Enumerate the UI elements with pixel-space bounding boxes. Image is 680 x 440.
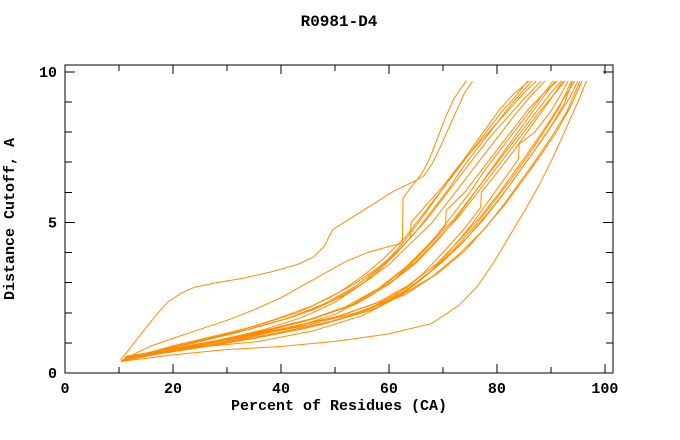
model-curve-model-03 [120,80,529,361]
x-tick-label: 40 [272,381,290,398]
x-tick-label: 0 [60,381,69,398]
x-axis-label: Percent of Residues (CA) [230,398,448,415]
y-tick-label: 5 [48,215,57,232]
chart-title: R0981-D4 [300,13,378,31]
model-curve-model-22 [125,80,581,357]
model-curve-model-21 [126,80,556,359]
model-curve-model-19 [122,80,564,362]
x-tick-label: 100 [591,381,618,398]
plot-frame [64,64,614,374]
model-curve-model-17 [123,80,587,362]
x-tick-label: 80 [488,381,506,398]
x-tick-label: 20 [164,381,182,398]
model-curve-model-01 [120,80,474,360]
y-tick-label: 0 [48,366,57,383]
model-curve-model-07 [125,80,546,359]
x-tick-label: 60 [380,381,398,398]
model-curve-model-12 [121,80,569,362]
model-curve-model-20 [124,80,573,360]
model-curve-model-18 [120,80,530,363]
y-tick-label: 10 [39,65,57,82]
model-curve-model-02 [123,80,468,360]
model-curve-model-11 [125,80,566,359]
